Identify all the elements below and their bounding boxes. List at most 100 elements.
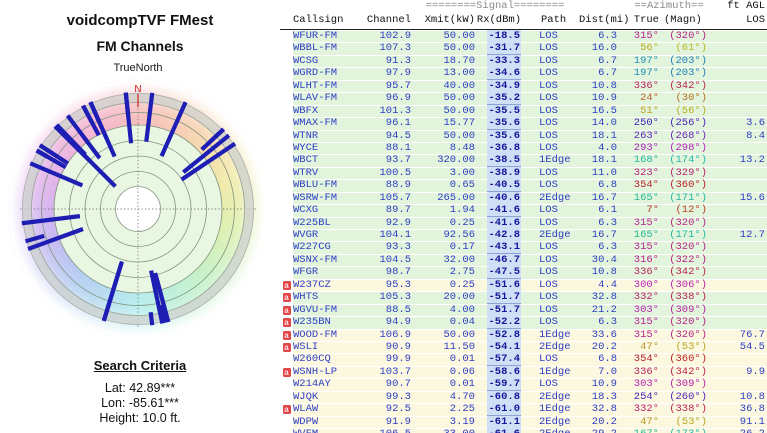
signal-bar: [154, 275, 171, 323]
rx-cell: -18.5: [475, 30, 521, 43]
badge-cell: a: [280, 366, 293, 379]
true-azimuth-cell: 332°: [633, 403, 659, 416]
dist-cell: 29.2: [579, 428, 617, 433]
path-cell: 1Edge: [539, 365, 571, 378]
magn-azimuth-cell: (268°): [669, 129, 707, 142]
badge-cell: [280, 43, 293, 55]
callsign-cell: WOOD-FM: [293, 328, 338, 341]
magn-azimuth-cell: (203°): [669, 54, 707, 67]
col-path: Path: [541, 14, 567, 26]
true-azimuth-cell: 316°: [633, 253, 659, 266]
rx-value: -61.1: [487, 415, 521, 429]
table-row: WLHT-FM 95.7 40.00 -34.9 LOS 10.8 336° (342°): [280, 79, 767, 94]
alert-badge: a: [282, 280, 291, 290]
callsign-cell: W214AY: [293, 378, 331, 391]
magn-azimuth-cell: (342°): [669, 266, 707, 279]
ft-agl-cell: 12.7: [739, 229, 765, 241]
table-row: WJQK 99.3 4.70 -60.8 2Edge 18.3 254° (260°) 10.8: [280, 390, 767, 405]
callsign-cell: WTNR: [293, 129, 319, 142]
path-cell: LOS: [539, 30, 558, 42]
channel-cell: 92.5: [385, 403, 411, 416]
rx-value: -51.7: [487, 303, 521, 317]
ft-agl-cell: 91.1: [739, 415, 765, 428]
alert-badge: a: [282, 293, 291, 303]
path-cell: LOS: [539, 216, 558, 229]
channel-cell: 88.9: [385, 179, 411, 192]
callsign-cell: WYCE: [293, 141, 319, 154]
badge-cell: [280, 230, 293, 242]
channel-cell: 105.7: [379, 191, 411, 204]
badge-cell: [280, 105, 293, 118]
ft-agl-cell: 76.7: [739, 328, 765, 341]
xmit-cell: 3.19: [449, 415, 475, 428]
badge-cell: [280, 167, 293, 180]
xmit-cell: 4.00: [449, 303, 475, 316]
true-azimuth-cell: 197°: [633, 67, 659, 80]
rx-value: -61.6: [487, 428, 521, 433]
callsign-cell: WVGR: [293, 229, 319, 241]
channel-cell: 89.7: [385, 204, 411, 217]
azimuth-group-label: ==Azimuth==: [634, 0, 704, 12]
xmit-cell: 15.77: [443, 117, 475, 130]
magn-azimuth-cell: (360°): [669, 179, 707, 192]
magn-azimuth-cell: (173°): [659, 428, 721, 433]
dist-cell: 4.4: [598, 278, 617, 291]
path-cell: 2Edge: [521, 428, 579, 433]
xmit-cell: 0.25: [449, 278, 475, 291]
path-cell: LOS: [539, 42, 558, 55]
magn-azimuth-cell: (174°): [669, 154, 707, 167]
rx-cell: -35.6: [475, 117, 521, 131]
ft-agl-cell: [721, 379, 767, 390]
path-cell: LOS: [539, 117, 558, 130]
dist-cell: 14.0: [591, 117, 617, 130]
signal-bar: [24, 233, 45, 244]
path-cell: LOS: [539, 241, 558, 254]
magn-azimuth-cell: (171°): [669, 229, 707, 241]
path-cell: 1Edge: [539, 403, 571, 416]
badge-cell: [280, 130, 293, 142]
xmit-cell: 33.00: [411, 428, 475, 433]
signal-bar: [158, 304, 167, 324]
channel-cell: 91.3: [385, 54, 411, 67]
ft-agl-cell: [721, 354, 767, 365]
rx-cell: -36.8: [475, 141, 521, 155]
dist-cell: 4.0: [598, 141, 617, 154]
magn-azimuth-cell: (53°): [675, 415, 707, 428]
path-cell: LOS: [539, 353, 558, 366]
magn-azimuth-cell: (322°): [669, 253, 707, 266]
channel-cell: 95.3: [385, 278, 411, 291]
xmit-cell: 32.00: [443, 253, 475, 266]
dist-cell: 10.9: [591, 378, 617, 391]
ft-agl-cell: [721, 218, 767, 229]
magn-azimuth-cell: (30°): [675, 92, 707, 105]
station-table: ========Signal======== ==Azimuth== ft AG…: [280, 0, 767, 433]
rx-value: -38.5: [487, 154, 521, 168]
rx-value: -35.2: [487, 92, 521, 106]
rx-cell: -52.8: [475, 328, 521, 342]
callsign-cell: WVFM: [293, 428, 363, 433]
rx-value: -60.8: [487, 390, 521, 404]
true-azimuth-cell: 165°: [633, 191, 659, 204]
ft-agl-cell: [721, 168, 767, 179]
true-azimuth-cell: 263°: [633, 129, 659, 142]
magn-azimuth-cell: (256°): [669, 117, 707, 130]
signal-bar: [88, 101, 102, 124]
magn-azimuth-cell: (320°): [669, 241, 707, 254]
ft-agl-cell: [721, 280, 767, 291]
alert-badge: a: [282, 367, 291, 377]
ft-agl-cell: [721, 242, 767, 253]
xmit-cell: 0.65: [449, 179, 475, 192]
xmit-cell: 11.50: [443, 340, 475, 353]
true-azimuth-cell: 315°: [633, 216, 659, 229]
rx-cell: -41.6: [475, 216, 521, 230]
col-los: LOS: [746, 14, 765, 26]
xmit-cell: 3.00: [449, 166, 475, 179]
dist-cell: 6.3: [598, 241, 617, 254]
rx-value: -51.6: [487, 278, 521, 292]
dist-cell: 33.6: [591, 328, 617, 341]
table-row: WBCT 93.7 320.00 -38.5 1Edge 18.1 168° (174°) 13…: [280, 154, 767, 168]
path-cell: LOS: [539, 166, 558, 179]
rx-value: -40.6: [487, 191, 521, 205]
ft-agl-cell: [721, 81, 767, 92]
path-cell: LOS: [539, 303, 558, 316]
